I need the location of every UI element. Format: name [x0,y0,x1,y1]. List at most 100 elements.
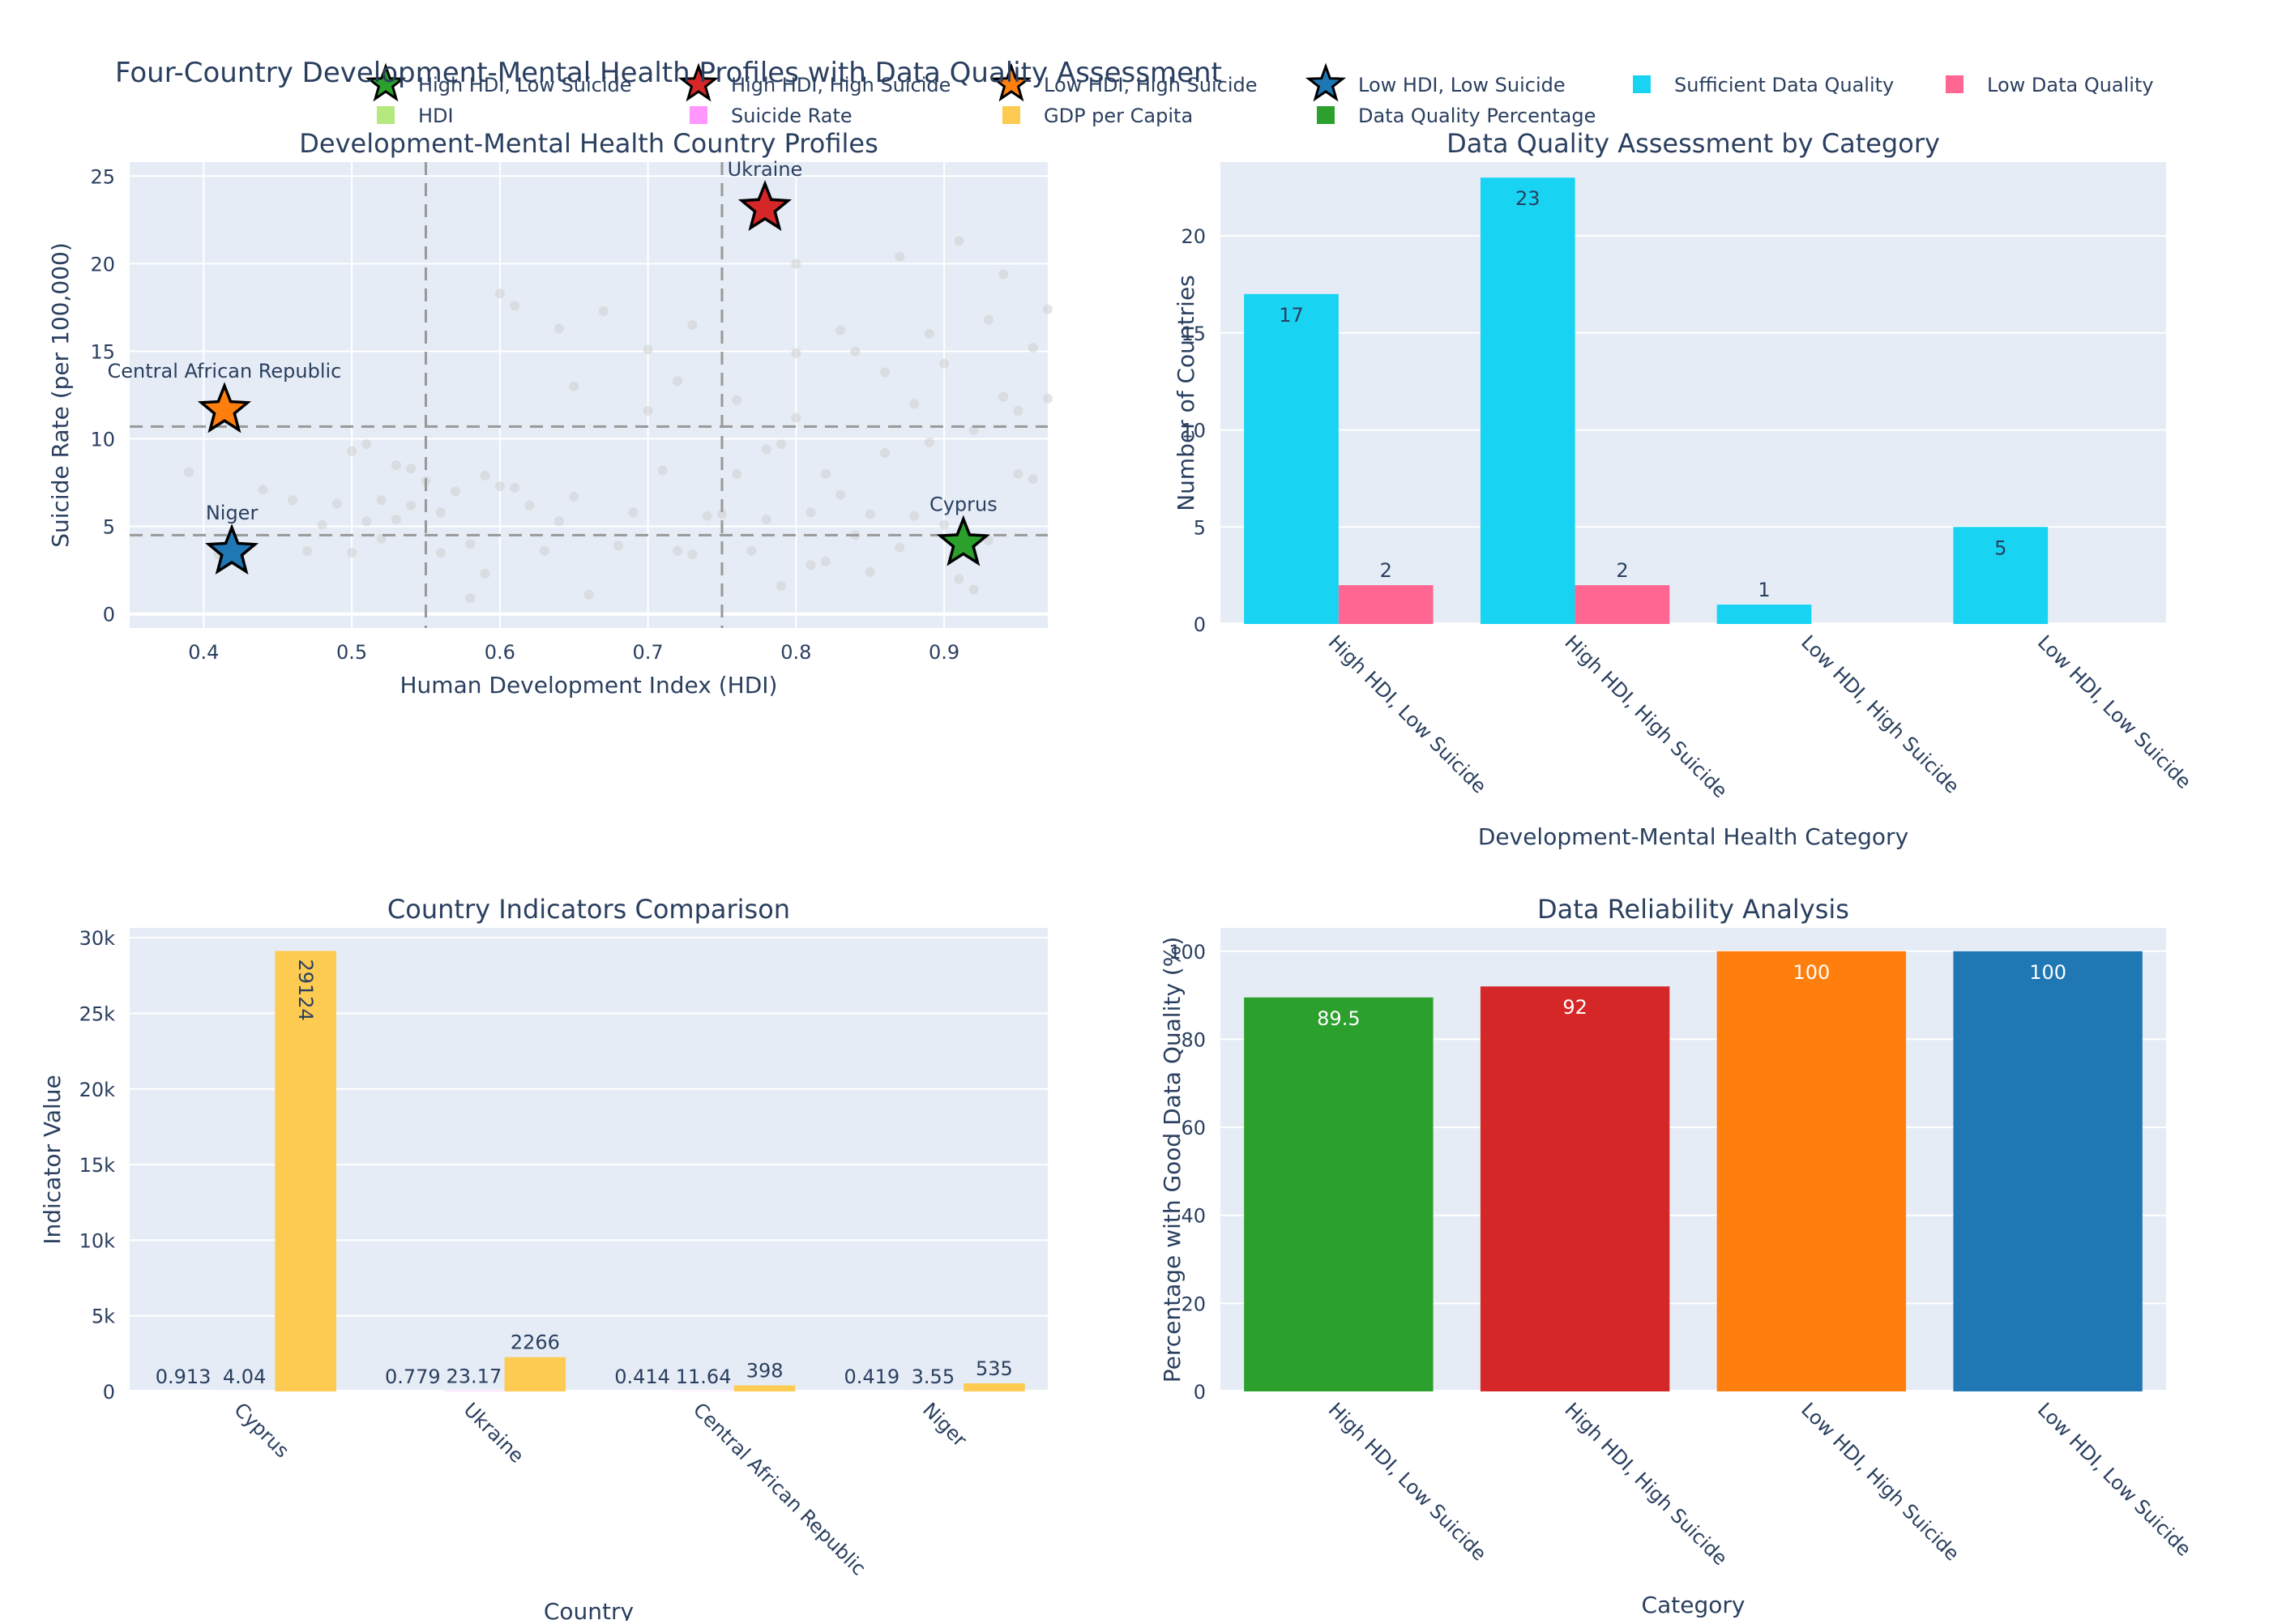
legend-label: HDI [418,105,454,127]
subplot-title: Country Indicators Comparison [387,894,790,925]
legend-label: Low HDI, Low Suicide [1358,74,1566,96]
bar-value-label: 100 [2029,961,2066,984]
plot-area [130,162,1048,628]
subplot-title: Development-Mental Health Country Profil… [299,128,878,159]
x-axis-title: Category [1642,1592,1746,1618]
figure-title: Four-Country Development-Mental Health P… [115,57,1222,89]
bar [964,1383,1025,1391]
background-country-point [747,546,757,556]
background-country-point [465,539,475,549]
y-tick-label: 10 [90,429,115,451]
background-country-point [969,584,979,594]
background-country-point [865,509,875,519]
background-country-point [643,406,653,416]
background-country-point [510,301,519,310]
background-country-point [569,382,579,391]
bar [1244,294,1339,624]
background-country-point [347,548,357,558]
background-country-point [569,492,579,502]
background-country-point [302,546,312,556]
background-country-point [451,486,460,496]
y-tick-label: 0 [103,1381,115,1404]
y-tick-label: 0 [1194,613,1206,636]
y-tick-label: 5k [92,1306,115,1328]
background-country-point [465,593,475,603]
country-label: Niger [206,502,259,524]
background-country-point [821,557,831,566]
background-country-point [835,326,845,335]
background-country-point [687,320,697,330]
bar-value-label: 23 [1515,187,1540,210]
background-country-point [880,448,890,458]
y-tick-label: 0 [1194,1381,1206,1404]
background-country-point [347,447,357,456]
background-country-point [436,507,446,517]
y-tick-label: 20 [90,253,115,276]
bar-value-label: 535 [976,1357,1013,1380]
background-country-point [880,367,890,377]
y-axis-title: Percentage with Good Data Quality (%) [1159,937,1186,1383]
x-tick-label: 0.9 [929,641,959,664]
x-tick-label: 0.5 [336,641,367,664]
background-country-point [554,516,564,526]
legend-swatch-icon [1002,106,1020,124]
background-country-point [895,252,904,262]
x-axis-title: Country [544,1598,634,1621]
background-country-point [436,548,446,558]
background-country-point [954,236,964,246]
background-country-point [850,346,860,356]
background-country-point [377,495,387,505]
background-country-point [510,483,519,493]
background-country-point [998,269,1008,279]
y-tick-label: 5 [1194,516,1206,539]
background-country-point [925,438,934,447]
bar [1481,986,1669,1391]
background-country-point [806,507,816,517]
bar [1717,605,1812,624]
background-country-point [687,549,697,559]
background-country-point [658,465,668,475]
y-tick-label: 0 [103,604,115,626]
country-label: Ukraine [728,158,803,181]
y-tick-label: 20k [79,1079,116,1101]
legend-swatch-icon [1946,75,1963,93]
background-country-point [318,519,327,529]
background-country-point [391,515,401,524]
bar [505,1357,566,1391]
bar-value-label: 1 [1758,579,1770,601]
background-country-point [732,469,741,479]
background-country-point [554,323,564,333]
background-country-point [865,567,875,577]
background-country-point [481,471,490,481]
bar-value-label: 398 [746,1360,784,1383]
bar-value-label: 0.419 [844,1365,899,1388]
background-country-point [613,541,623,550]
legend-label: Sufficient Data Quality [1674,74,1894,96]
background-country-point [406,464,416,473]
background-country-point [954,574,964,583]
legend-swatch-icon [1633,75,1651,93]
x-axis-title: Development-Mental Health Category [1478,823,1908,850]
bar-value-label: 17 [1279,304,1304,327]
background-country-point [776,439,786,449]
background-country-point [406,501,416,511]
background-country-point [584,590,594,600]
background-country-point [495,481,505,491]
y-tick-label: 10k [79,1229,116,1252]
bar-value-label: 89.5 [1317,1007,1360,1030]
y-tick-label: 15k [79,1154,116,1177]
x-tick-label: 0.8 [780,641,811,664]
background-country-point [776,581,786,591]
background-country-point [984,315,993,325]
background-country-point [762,515,771,524]
background-country-point [791,259,801,268]
background-country-point [732,395,741,405]
bar-value-label: 92 [1562,996,1587,1019]
background-country-point [835,490,845,500]
legend-swatch-icon [377,106,395,124]
legend-label: Data Quality Percentage [1358,105,1596,127]
legend-label: GDP per Capita [1044,105,1193,127]
subplot-title: Data Reliability Analysis [1537,894,1849,925]
background-country-point [791,348,801,358]
